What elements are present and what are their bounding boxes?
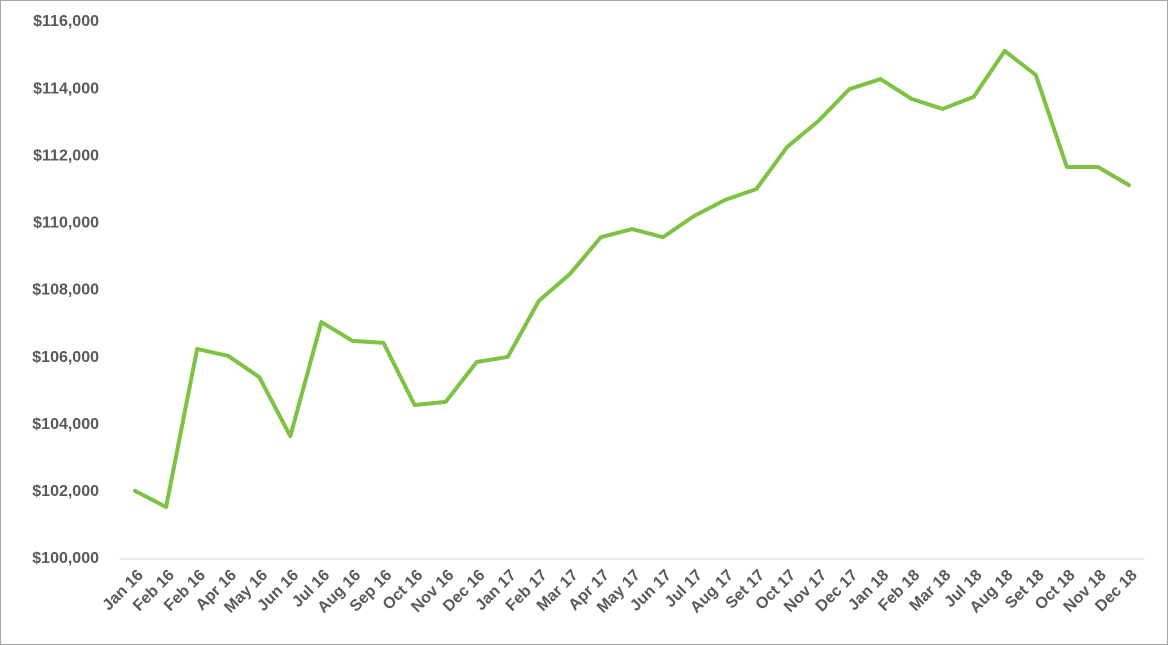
y-tick-label: $116,000 (33, 13, 99, 30)
y-tick-label: $108,000 (32, 282, 99, 299)
y-tick-label: $102,000 (32, 483, 99, 500)
y-tick-label: $112,000 (33, 147, 99, 164)
y-tick-label: $100,000 (32, 550, 99, 567)
y-tick-label: $104,000 (32, 416, 99, 433)
data-line (133, 48, 1131, 509)
y-tick-label: $114,000 (33, 80, 99, 97)
y-tick-label: $110,000 (33, 215, 99, 232)
y-tick-label: $106,000 (32, 349, 99, 366)
